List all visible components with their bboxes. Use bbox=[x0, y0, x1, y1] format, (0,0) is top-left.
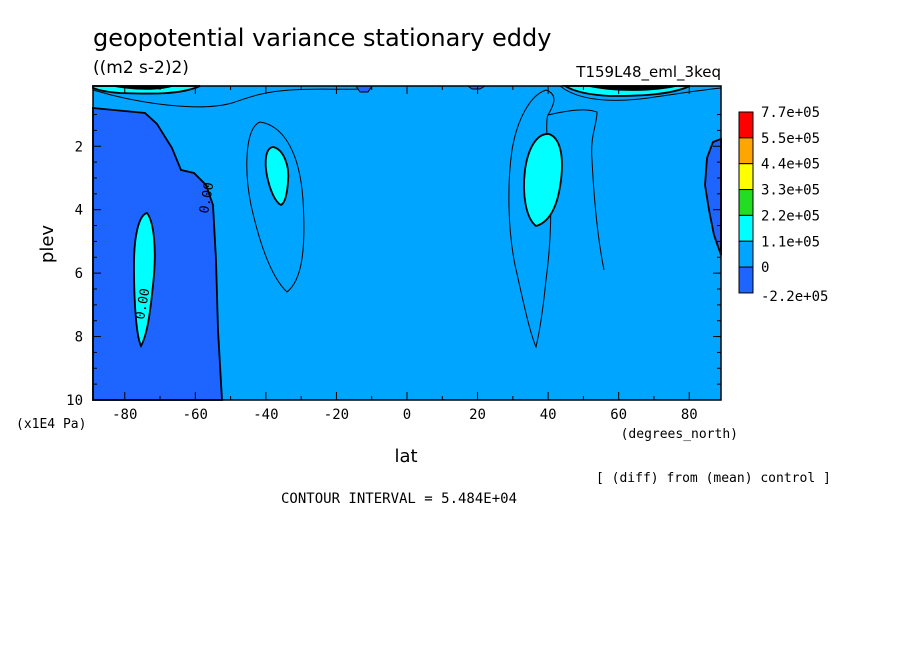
diff-note: [ (diff) from (mean) control ] bbox=[596, 471, 831, 486]
y-tick-label: 2 bbox=[75, 139, 83, 155]
x-tick-label: 80 bbox=[681, 407, 698, 423]
top-thin-contour bbox=[92, 88, 361, 108]
contour-label-upper: 0.00 bbox=[197, 181, 217, 214]
x-tick-label: -40 bbox=[253, 407, 278, 423]
contour-interval: CONTOUR INTERVAL = 5.484E+04 bbox=[281, 491, 517, 507]
contour-line-right bbox=[508, 89, 555, 349]
colorbar-swatch bbox=[738, 240, 754, 268]
colorbar-label: 3.3e+05 bbox=[761, 183, 820, 199]
y-tick-label: 6 bbox=[75, 266, 83, 282]
y-tick-label: 8 bbox=[75, 330, 83, 346]
x-tick-label: 60 bbox=[610, 407, 627, 423]
contour-line-left bbox=[246, 121, 305, 293]
colorbar-label: -2.2e+05 bbox=[761, 289, 828, 305]
colorbar-label: 4.4e+05 bbox=[761, 157, 820, 173]
top-dark-band-right bbox=[585, 86, 680, 91]
units-label: ((m2 s-2)2) bbox=[93, 58, 189, 78]
colorbar-label: 0 bbox=[761, 260, 769, 276]
contour-label-lower: 0.00 bbox=[133, 287, 153, 320]
plot-area: 0.00 0.00 bbox=[92, 85, 722, 401]
x-tick-label: 40 bbox=[540, 407, 557, 423]
colorbar-label: 5.5e+05 bbox=[761, 131, 820, 147]
top-thin-contour-right bbox=[559, 85, 722, 101]
colorbar-swatch bbox=[738, 189, 754, 216]
positive-region-right bbox=[523, 133, 563, 227]
colorbar-swatch bbox=[738, 137, 754, 165]
colorbar-label: 2.2e+05 bbox=[761, 208, 820, 224]
positive-region-left bbox=[264, 146, 290, 207]
top-dark-band bbox=[110, 86, 175, 90]
y-axis-units: (x1E4 Pa) bbox=[16, 417, 86, 432]
x-tick-label: -80 bbox=[112, 407, 137, 423]
x-tick-label: -20 bbox=[324, 407, 349, 423]
x-axis-units: (degrees_north) bbox=[621, 427, 738, 442]
colorbar-swatch bbox=[738, 266, 754, 294]
colorbar-swatch bbox=[738, 214, 754, 242]
y-tick-label: 4 bbox=[75, 203, 83, 219]
run-label: T159L48_eml_3keq bbox=[575, 63, 721, 82]
colorbar-swatch bbox=[738, 111, 754, 139]
top-contour-band bbox=[92, 85, 201, 95]
x-tick-label: 20 bbox=[469, 407, 486, 423]
x-axis-label: lat bbox=[394, 446, 417, 467]
colorbar: 7.7e+05 5.5e+05 4.4e+05 3.3e+05 2.2e+05 1.1e+… bbox=[738, 105, 828, 305]
y-axis-label: plev bbox=[37, 225, 58, 264]
contour-line-right-arc bbox=[547, 109, 605, 271]
y-axis: 2 4 6 8 10 bbox=[66, 114, 721, 409]
y-tick-label: 10 bbox=[66, 393, 83, 409]
chart-title: geopotential variance stationary eddy bbox=[93, 24, 551, 52]
x-tick-label: 0 bbox=[403, 407, 411, 423]
colorbar-label: 7.7e+05 bbox=[761, 105, 820, 121]
colorbar-label: 1.1e+05 bbox=[761, 234, 820, 250]
x-axis: -80 -60 -40 -20 0 20 40 60 80 bbox=[112, 86, 698, 423]
colorbar-swatch bbox=[738, 163, 754, 191]
x-tick-label: -60 bbox=[183, 407, 208, 423]
positive-region-south bbox=[133, 211, 156, 349]
